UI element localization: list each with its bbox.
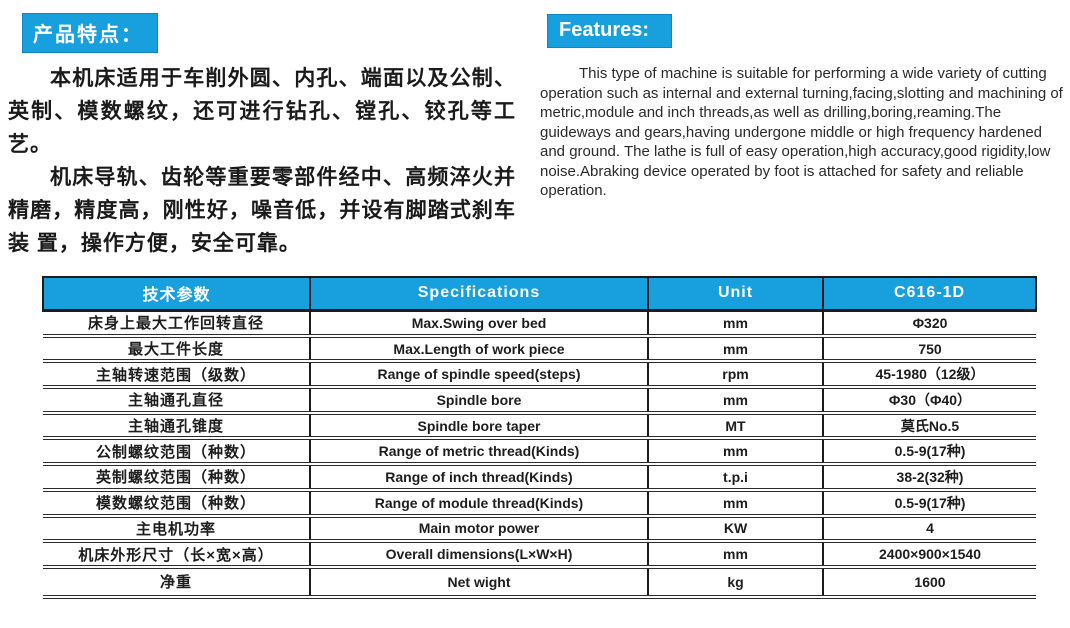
table-row: 机床外形尺寸（长×宽×高） Overall dimensions(L×W×H) mm… xyxy=(43,539,1036,567)
table-cell: Φ320 xyxy=(822,310,1036,336)
table-row: 公制螺纹范围（种数） Range of metric thread(Kinds) m… xyxy=(43,436,1036,465)
table-cell: 750 xyxy=(822,333,1036,362)
table-row: 净重 Net wight kg 1600 xyxy=(43,564,1036,599)
en-features-section: This type of machine is suitable for per… xyxy=(540,64,1064,201)
table-cell: kg xyxy=(647,564,823,599)
table-cell: 床身上最大工作回转直径 xyxy=(87,315,264,333)
spec-table: 技术参数 Specifications Unit C616-1D 床身上最大工作回转直… xyxy=(42,276,1037,599)
table-cell: t.p.i xyxy=(647,462,823,490)
cn-paragraph-2: 机床导轨、齿轮等重要零部件经中、高频淬火并精磨，精度高，刚性好，噪音低，并设有脚… xyxy=(8,166,516,255)
table-cell: KW xyxy=(647,513,823,542)
table-row: 模数螺纹范围（种数） Range of module thread(Kinds) m… xyxy=(43,487,1036,516)
table-cell: mm xyxy=(647,333,823,362)
table-cell: 2400×900×1540 xyxy=(822,539,1036,567)
table-cell: 主电机功率 xyxy=(43,513,310,542)
table-cell: MT xyxy=(647,410,823,439)
table-row: 主轴通孔锥度 Spindle bore taper MT 莫氏No.5 xyxy=(43,410,1036,439)
table-cell: Max.Swing over bed xyxy=(309,310,648,336)
table-row: 主轴通孔直径 Spindle bore mm Φ30（Φ40） xyxy=(43,385,1036,413)
table-cell: 机床外形尺寸（长×宽×高） xyxy=(43,539,310,567)
table-cell: 最大工件长度 xyxy=(43,333,310,362)
table-cell: 主轴通孔直径 xyxy=(43,385,310,413)
table-cell: mm xyxy=(647,539,823,567)
spec-table-head: 技术参数 Specifications Unit C616-1D xyxy=(42,276,1037,312)
cn-paragraph-1: 本机床适用于车削外圆、内孔、端面以及公制、英制、模数螺纹，还可进行钻孔、镗孔、铰… xyxy=(8,67,516,156)
table-cell: mm xyxy=(647,385,823,413)
table-header-cell-1: Specifications xyxy=(309,276,649,312)
table-cell: Spindle bore taper xyxy=(309,410,648,439)
table-cell: Spindle bore xyxy=(309,385,648,413)
table-cell: Φ30（Φ40） xyxy=(822,385,1036,413)
table-cell: Range of inch thread(Kinds) xyxy=(309,462,648,490)
table-cell: 0.5-9(17种) xyxy=(822,487,1036,516)
table-row: 主轴转速范围（级数） Range of spindle speed(steps) r… xyxy=(43,359,1036,388)
cn-section-title: 产品特点： xyxy=(33,24,143,46)
table-cell: 主轴通孔锥度 xyxy=(43,410,310,439)
en-paragraph: This type of machine is suitable for per… xyxy=(540,65,1063,199)
table-cell: 净重 xyxy=(43,564,310,599)
table-cell: Range of metric thread(Kinds) xyxy=(309,436,648,465)
table-cell: Max.Length of work piece xyxy=(309,333,648,362)
table-cell: 4 xyxy=(822,513,1036,542)
table-cell: 主轴转速范围（级数） xyxy=(43,359,310,388)
table-cell: Range of module thread(Kinds) xyxy=(309,487,648,516)
cn-section-title-badge: 产品特点： xyxy=(22,13,158,53)
table-cell: 0.5-9(17种) xyxy=(822,436,1036,465)
table-cell: 模数螺纹范围（种数） xyxy=(43,487,310,516)
cn-features-section: 本机床适用于车削外圆、内孔、端面以及公制、英制、模数螺纹，还可进行钻孔、镗孔、铰… xyxy=(8,62,516,260)
table-row: 床身上最大工作回转直径 Max.Swing over bed mm Φ320 xyxy=(43,310,1036,336)
table-cell: 公制螺纹范围（种数） xyxy=(43,436,310,465)
table-cell: Overall dimensions(L×W×H) xyxy=(309,539,648,567)
table-cell: Net wight xyxy=(309,564,648,599)
table-header-cell-2: Unit xyxy=(647,276,824,312)
table-cell: 1600 xyxy=(822,564,1036,599)
spec-table-body: 床身上最大工作回转直径 Max.Swing over bed mm Φ320 最大工件长… xyxy=(43,310,1036,599)
table-cell: mm xyxy=(647,310,823,336)
table-cell: 英制螺纹范围（种数） xyxy=(43,462,310,490)
table-cell: 莫氏No.5 xyxy=(822,410,1036,439)
table-cell: 38-2(32种) xyxy=(822,462,1036,490)
table-row: 主电机功率 Main motor power KW 4 xyxy=(43,513,1036,542)
table-cell: Main motor power xyxy=(309,513,648,542)
table-cell: mm xyxy=(647,436,823,465)
table-cell: mm xyxy=(647,487,823,516)
table-cell: 45-1980（12级） xyxy=(822,359,1036,388)
en-section-title: Features: xyxy=(559,19,650,41)
table-cell: Range of spindle speed(steps) xyxy=(309,359,648,388)
table-cell: rpm xyxy=(647,359,823,388)
table-header-cell-0: 技术参数 xyxy=(42,276,311,312)
table-row: 最大工件长度 Max.Length of work piece mm 750 xyxy=(43,333,1036,362)
table-row: 英制螺纹范围（种数） Range of inch thread(Kinds) t.p… xyxy=(43,462,1036,490)
table-header-cell-3: C616-1D xyxy=(822,276,1037,312)
table-header-row: 技术参数 Specifications Unit C616-1D xyxy=(42,276,1037,312)
en-section-title-badge: Features: xyxy=(547,14,673,48)
